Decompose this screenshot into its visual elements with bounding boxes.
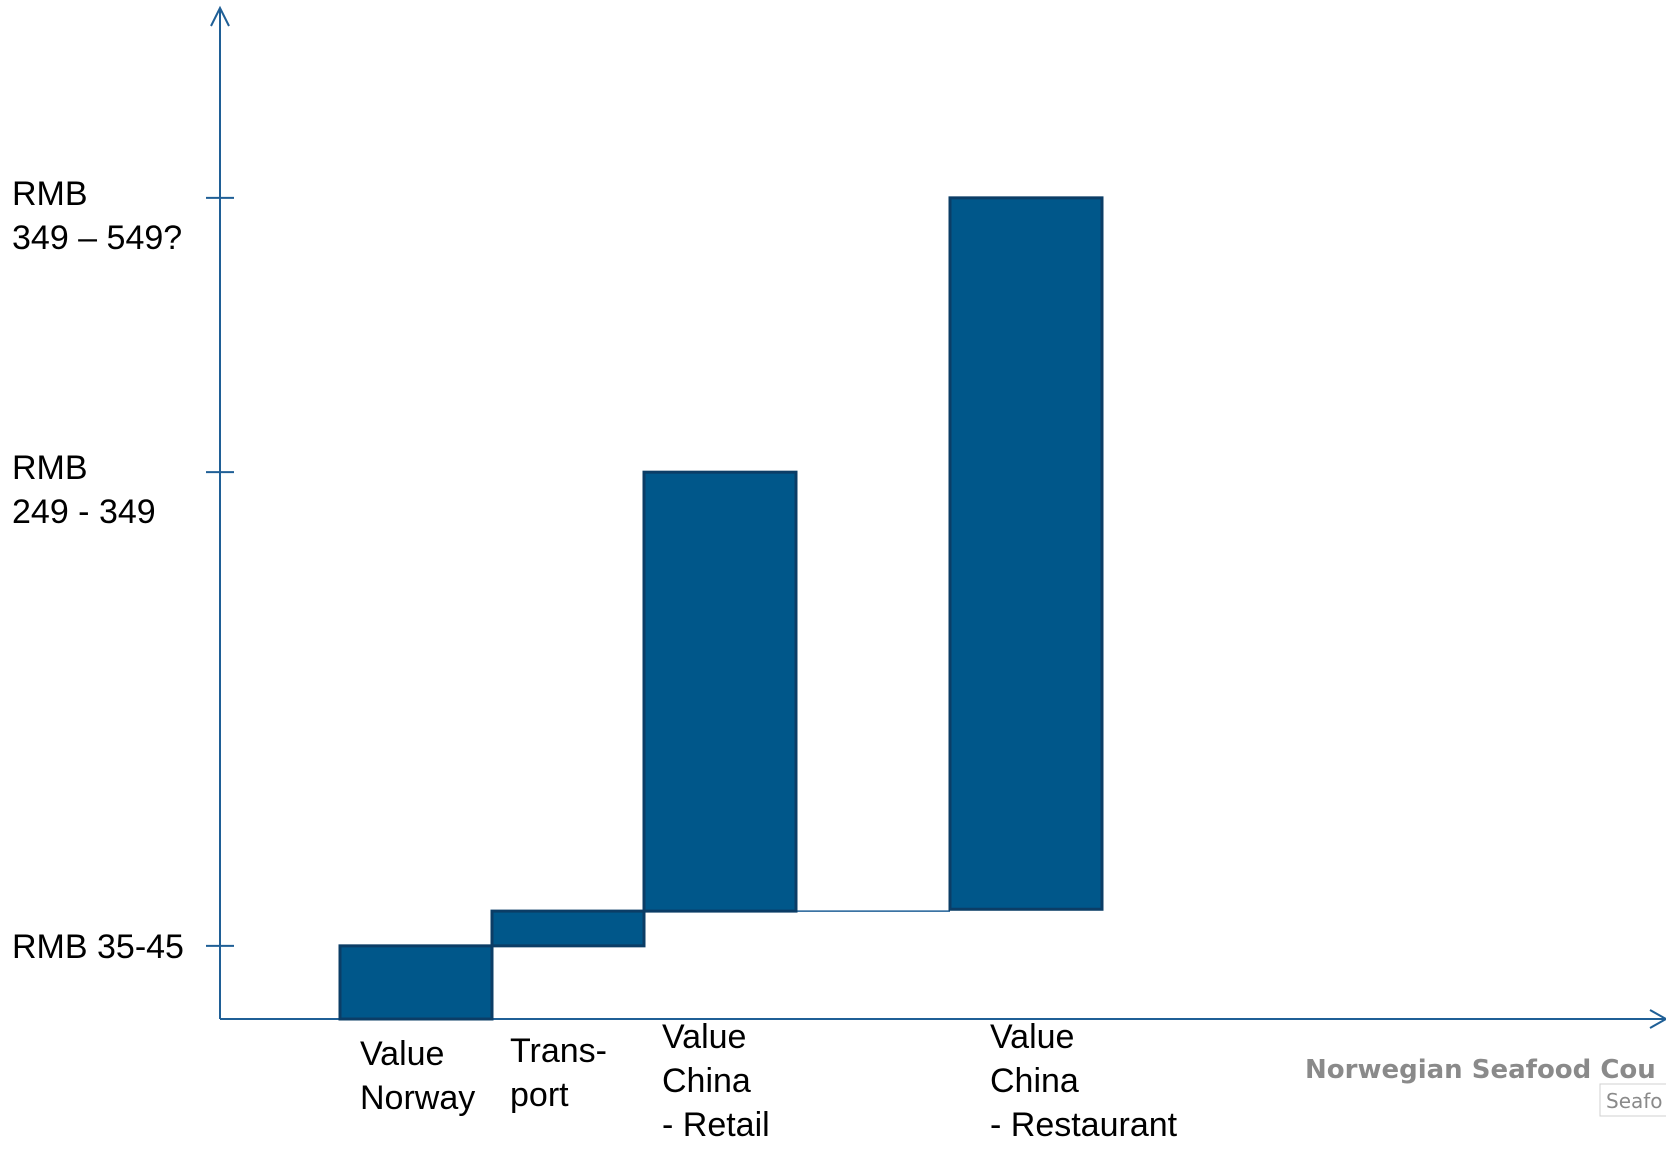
logo-sub-text: Seafo [1606, 1089, 1663, 1113]
y-tick-label-line: 249 - 349 [12, 493, 156, 531]
x-category-label-line: Trans- [510, 1032, 607, 1070]
bar-0 [338, 944, 494, 1021]
y-tick-label-line: 349 – 549? [12, 219, 182, 257]
y-tick-labels: RMB 35-45 RMB 249 - 349 RMB 349 – 549? [12, 175, 184, 966]
y-tick-label: RMB 349 – 549? [12, 175, 182, 257]
x-category-label: Trans-port [510, 1032, 607, 1114]
x-category-label-line: Value [990, 1018, 1074, 1056]
x-category-label-line: Value [360, 1035, 444, 1073]
x-category-label: Value China - Restaurant [990, 1018, 1178, 1144]
chart-axes [206, 5, 1666, 1029]
y-tick-label: RMB 35-45 [12, 928, 184, 966]
bar-1 [490, 909, 646, 948]
x-category-label-line: China [990, 1062, 1079, 1100]
bars [338, 196, 1104, 1021]
y-tick-label-line: RMB 35-45 [12, 928, 184, 966]
y-tick-label-line: RMB [12, 449, 88, 487]
bar-3 [948, 196, 1104, 911]
x-category-label-line: - Restaurant [990, 1106, 1178, 1144]
x-category-label-line: - Retail [662, 1106, 770, 1144]
x-category-label-line: port [510, 1076, 569, 1114]
x-category-label: Value China - Retail [662, 1018, 770, 1144]
x-category-label-line: Norway [360, 1079, 475, 1117]
y-tick-label-line: RMB [12, 175, 88, 213]
x-category-label: Value Norway [360, 1035, 475, 1117]
logo-main-text: Norwegian Seafood Cou [1305, 1055, 1656, 1085]
x-category-label-line: China [662, 1062, 751, 1100]
x-category-label-line: Value [662, 1018, 746, 1056]
x-axis-arrow-icon [1649, 1009, 1666, 1029]
y-tick-label: RMB 249 - 349 [12, 449, 156, 531]
norwegian-seafood-council-logo: Norwegian Seafood Cou Seafo [1305, 1055, 1666, 1117]
logo-sub-box [1599, 1083, 1666, 1117]
bar-2 [642, 470, 798, 913]
y-axis-arrow-icon [210, 5, 230, 27]
